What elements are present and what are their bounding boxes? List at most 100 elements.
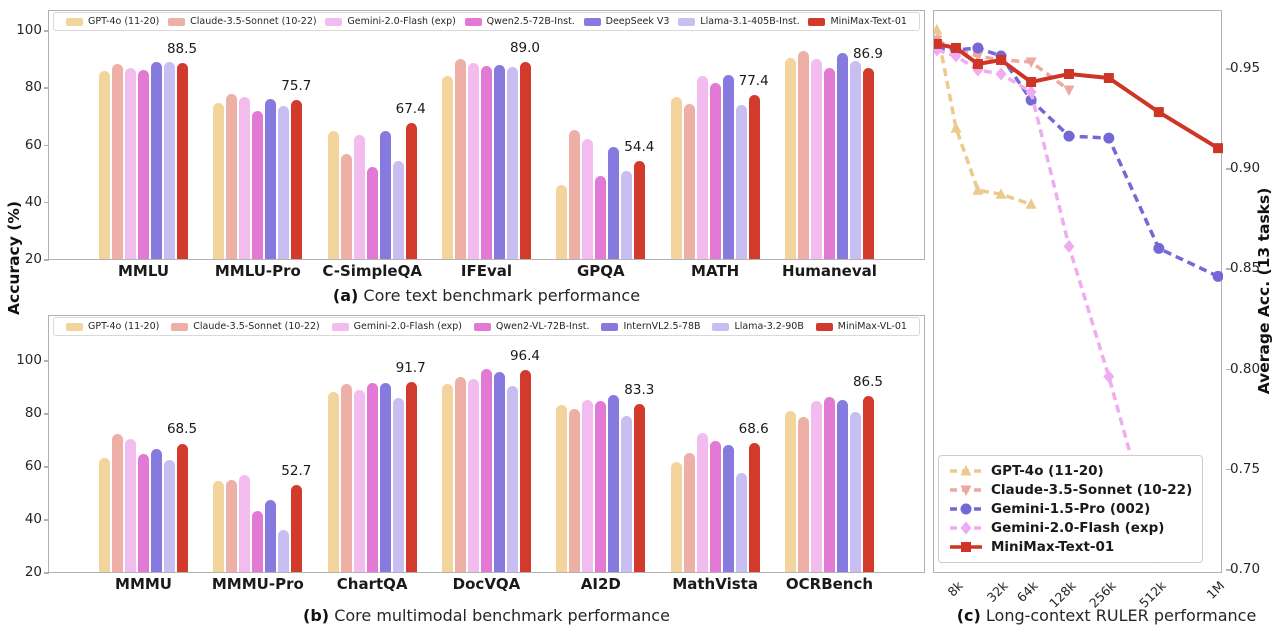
circle-marker-icon [1153, 242, 1165, 254]
triangle-up-marker-icon [934, 23, 943, 35]
legend-item-a: Gemini-2.0-Flash (exp) [325, 16, 456, 27]
bar-GPT-4o (11-20) [441, 383, 453, 572]
bar-value-annotation: 89.0 [509, 39, 541, 56]
legend-a: GPT-4o (11-20) Claude-3.5-Sonnet (10-22) G… [53, 12, 920, 31]
bar-GPT-4o (11-20) [213, 480, 225, 572]
bar-MiniMax-VL-01 [177, 443, 188, 572]
bar-Gemini-2.0-Flash (exp) [467, 378, 479, 572]
legend-item-b: GPT-4o (11-20) [66, 321, 159, 332]
bar-MiniMax-Text-01 [177, 63, 188, 259]
x-tick-label-C-SimpleQA: C-SimpleQA [322, 262, 422, 280]
triangle-up-marker-icon [1025, 198, 1037, 209]
bar-Gemini-2.0-Flash (exp) [582, 400, 594, 572]
bar-Llama-3.1-405B-Inst. [506, 67, 518, 259]
legend-swatch-icon [325, 17, 343, 26]
circle-marker-icon [1103, 132, 1115, 144]
legend-item-label: GPT-4o (11-20) [991, 463, 1104, 479]
panel-b-yticks: 100 80 60 40 20 [8, 315, 49, 580]
legend-item-label: Gemini-2.0-Flash (exp) [347, 16, 456, 27]
x-tick-label-ChartQA: ChartQA [336, 575, 408, 593]
y-tick-label: 40 [8, 194, 49, 210]
legend-swatch-icon [464, 17, 482, 26]
legend-item-GPT-4o (11-20): GPT-4o (11-20) [949, 463, 1192, 479]
legend-item-Gemini-1.5-Pro (002): Gemini-1.5-Pro (002) [949, 501, 1192, 517]
legend-item-label: Gemini-2.0-Flash (exp) [991, 520, 1165, 536]
caption-c: (c) Long-context RULER performance [933, 606, 1280, 625]
bar-InternVL2.5-78B [151, 448, 162, 572]
caption-b: (b) Core multimodal benchmark performanc… [48, 606, 925, 625]
panel-a-plot: GPT-4o (11-20) Claude-3.5-Sonnet (10-22) G… [48, 10, 925, 280]
bar-MiniMax-Text-01 [862, 67, 874, 259]
bar-Llama-3.2-90B [621, 415, 633, 572]
legend-item-label: Claude-3.5-Sonnet (10-22) [190, 16, 317, 27]
y-tick-label: 100 [8, 22, 49, 38]
bar-value-annotation: 75.7 [281, 77, 312, 94]
bar-value-annotation: 68.5 [166, 421, 198, 438]
panel-c-yticks: 0.95 0.90 0.85 0.80 0.75 0.70 [1224, 10, 1278, 577]
legend-item-label: MiniMax-VL-01 [837, 321, 907, 332]
bar-DeepSeek V3 [722, 74, 734, 259]
bar-GPT-4o (11-20) [670, 461, 682, 572]
legend-item-b: Gemini-2.0-Flash (exp) [331, 321, 462, 332]
diamond-marker-icon [1103, 370, 1115, 384]
bar-Llama-3.2-90B [278, 530, 290, 572]
bar-Qwen2-VL-72B-Inst. [480, 369, 492, 572]
legend-item-a: Qwen2.5-72B-Inst. [464, 16, 575, 27]
bar-MiniMax-Text-01 [405, 123, 417, 259]
legend-item-label: InternVL2.5-78B [623, 321, 701, 332]
x-tick-label-IFEval: IFEval [460, 262, 513, 280]
bar-group-MathVista: 68.6 MathVista [670, 316, 769, 593]
diamond-marker-icon [1063, 239, 1075, 253]
bar-Llama-3.1-405B-Inst. [392, 160, 404, 259]
legend-item-a: MiniMax-Text-01 [808, 16, 907, 27]
bar-GPT-4o (11-20) [99, 71, 110, 259]
triangle-up-marker-icon [950, 122, 962, 133]
legend-item-a: GPT-4o (11-20) [66, 16, 159, 27]
bar-value-annotation: 68.6 [738, 421, 769, 438]
square-marker-icon [934, 38, 942, 49]
legend-swatch-icon [808, 17, 826, 26]
legend-swatch-icon [66, 17, 83, 26]
legend-item-label: MiniMax-Text-01 [830, 16, 907, 27]
bar-Llama-3.2-90B [735, 473, 747, 572]
bar-InternVL2.5-78B [379, 382, 391, 572]
x-tick-label-MMMU: MMMU [115, 575, 172, 593]
legend-b: GPT-4o (11-20) Claude-3.5-Sonnet (10-22) G… [53, 317, 920, 336]
bar-MiniMax-Text-01 [519, 61, 531, 259]
x-tick-label-32k: 32k [983, 578, 1011, 605]
bar-group-AI2D: 83.3 AI2D [556, 316, 654, 593]
triangle-down-marker-icon [960, 485, 972, 496]
bar-Claude-3.5-Sonnet (10-22) [569, 409, 581, 572]
circle-marker-icon [1063, 130, 1075, 142]
circle-marker-icon [960, 503, 972, 515]
legend-item-label: DeepSeek V3 [605, 16, 670, 27]
legend-item-a: DeepSeek V3 [583, 16, 670, 27]
bar-Claude-3.5-Sonnet (10-22) [454, 377, 466, 572]
ruler-line-chart [934, 23, 1223, 564]
x-tick-label-DocVQA: DocVQA [452, 575, 521, 593]
bar-InternVL2.5-78B [608, 395, 620, 572]
legend-item-a: Llama-3.1-405B-Inst. [678, 16, 800, 27]
y-tick-label: 60 [8, 458, 49, 474]
bar-Llama-3.1-405B-Inst. [164, 61, 175, 259]
bar-MiniMax-VL-01 [634, 404, 646, 572]
bar-GPT-4o (11-20) [441, 75, 453, 259]
caption-c-text: Long-context RULER performance [985, 606, 1257, 625]
bar-Gemini-2.0-Flash (exp) [353, 135, 365, 259]
bar-Llama-3.2-90B [392, 398, 404, 572]
bar-GPT-4o (11-20) [327, 391, 339, 572]
caption-a-prefix: (a) [332, 286, 359, 305]
legend-swatch-icon [473, 322, 491, 331]
bar-Llama-3.2-90B [849, 411, 861, 572]
x-tick-label-OCRBench: OCRBench [785, 575, 874, 593]
bar-group-ChartQA: 91.7 ChartQA [327, 316, 426, 593]
bar-MiniMax-VL-01 [748, 443, 760, 572]
bar-GPT-4o (11-20) [784, 410, 796, 572]
x-tick-label-Humaneval: Humaneval [782, 262, 877, 280]
bar-Claude-3.5-Sonnet (10-22) [454, 58, 466, 259]
bar-Gemini-2.0-Flash (exp) [125, 68, 136, 259]
bar-value-annotation: 54.4 [624, 138, 655, 155]
legend-swatch-icon [712, 322, 730, 331]
bar-GPT-4o (11-20) [784, 58, 796, 259]
